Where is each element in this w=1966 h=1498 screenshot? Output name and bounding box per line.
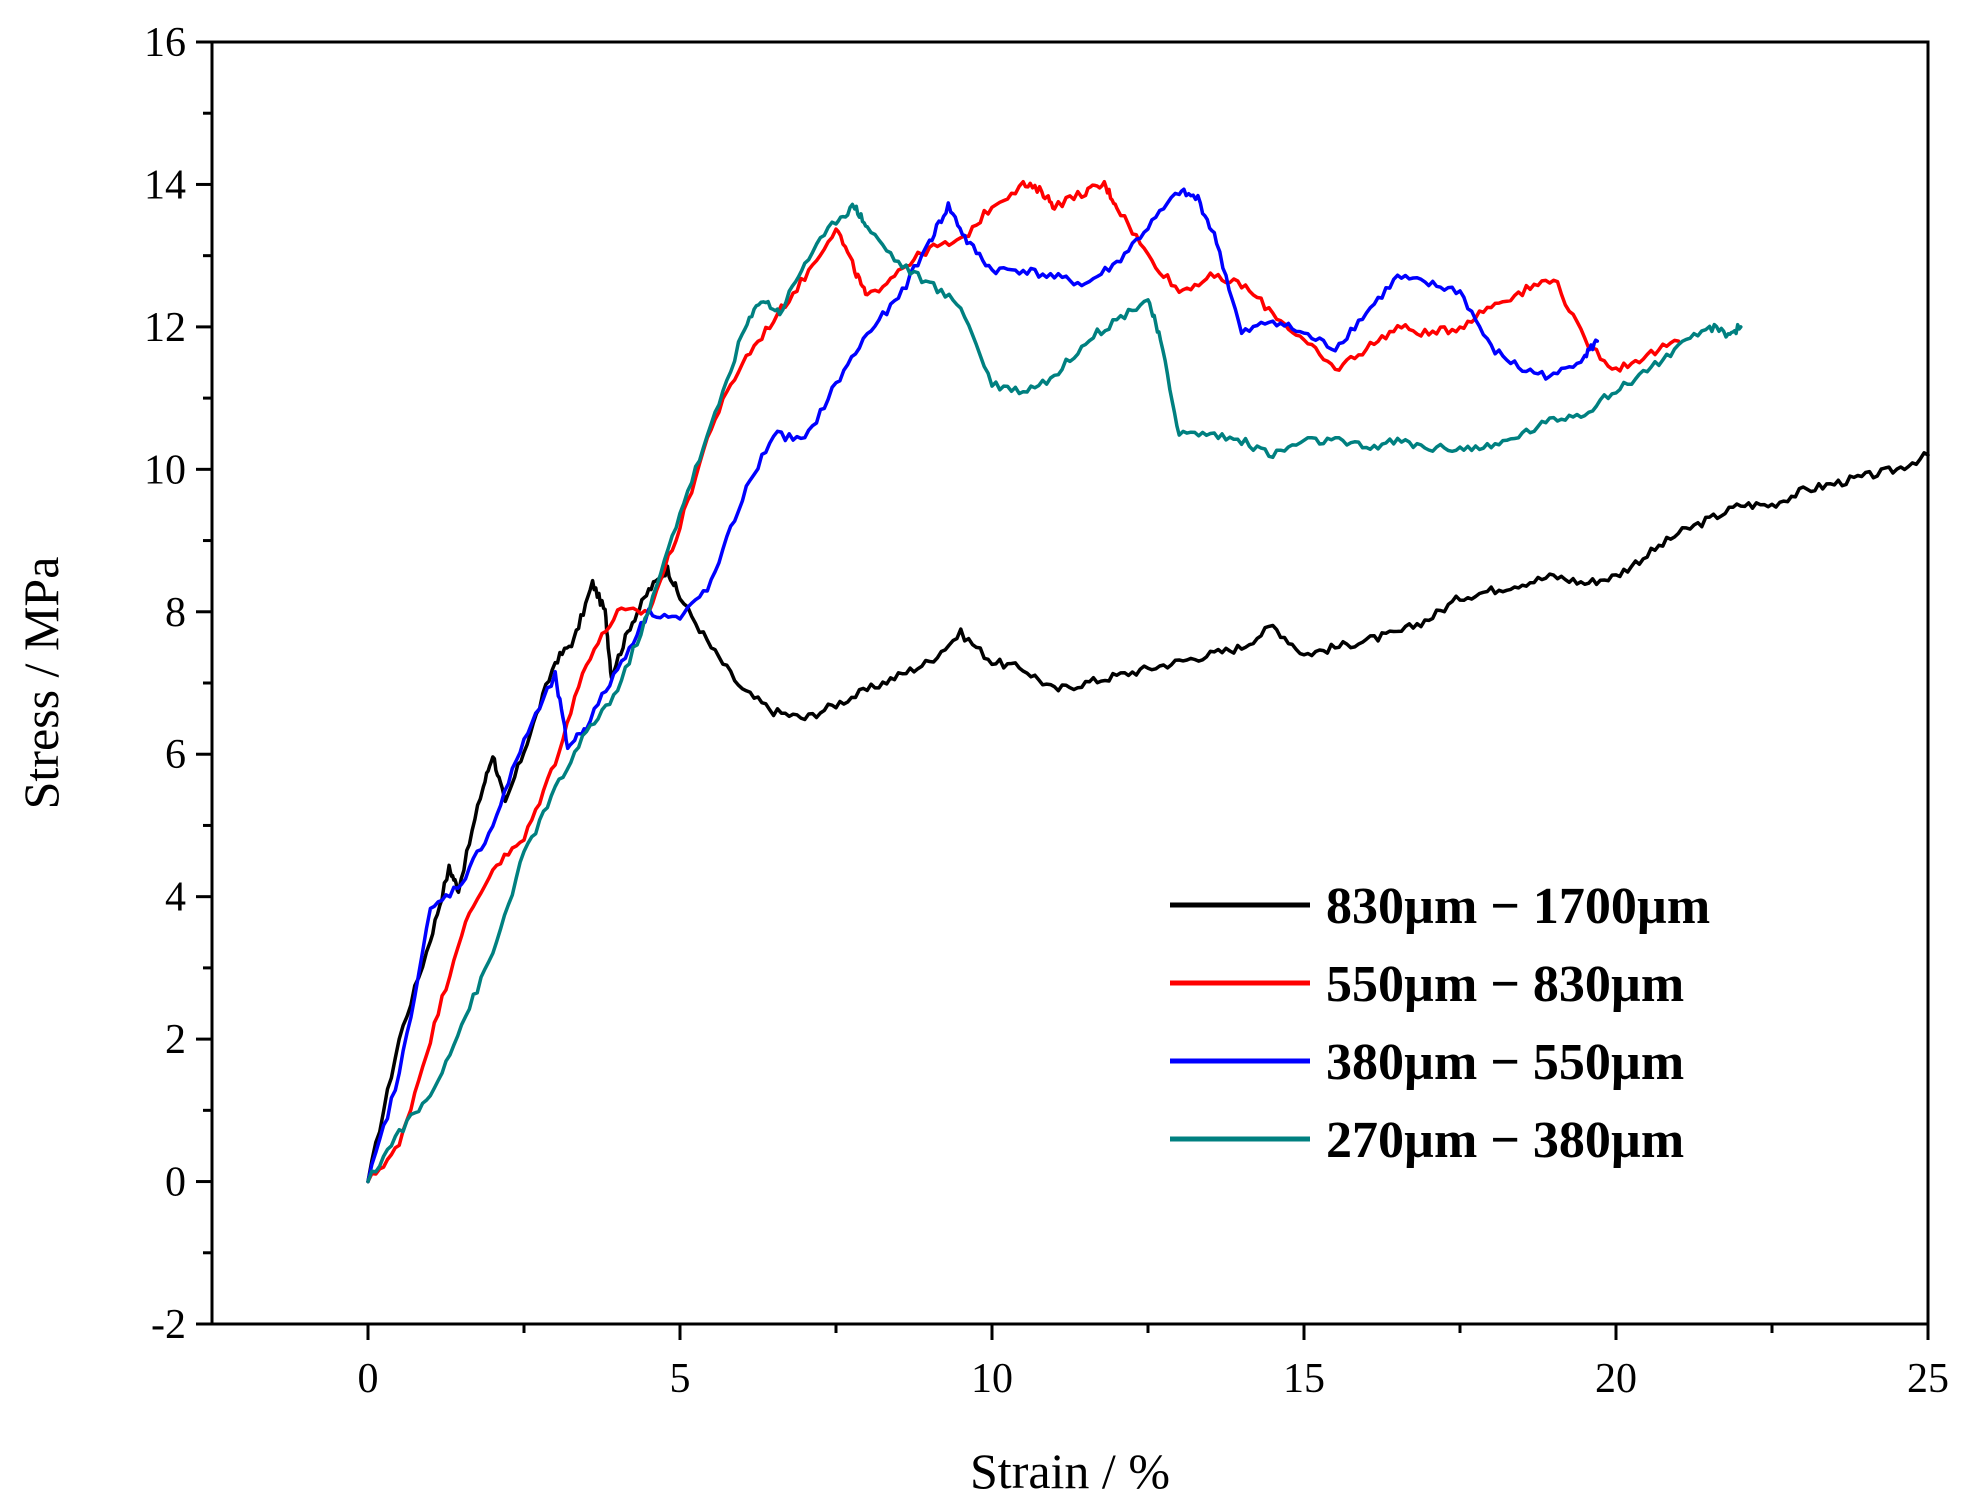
legend-label-4: 270µm − 380µm <box>1326 1112 1684 1169</box>
x-tick-label: 15 <box>1283 1356 1325 1402</box>
y-tick-label: 12 <box>144 305 186 351</box>
series-layer <box>366 179 1930 1184</box>
y-tick-label: 2 <box>165 1017 186 1063</box>
legend-label-1: 830µm − 1700µm <box>1326 878 1710 935</box>
series-line-2 <box>366 179 1681 1184</box>
legend: 830µm − 1700µm 550µm − 830µm 380µm − 550µm… <box>1170 878 1710 1169</box>
y-tick-label: 14 <box>144 162 186 208</box>
x-tick-label: 5 <box>670 1356 691 1402</box>
y-axis-title: Stress / MPa <box>13 557 69 810</box>
series-line-3 <box>366 187 1600 1184</box>
y-tick-label: -2 <box>151 1302 186 1348</box>
series-line-1 <box>366 451 1930 1184</box>
y-tick-label: 0 <box>165 1160 186 1206</box>
y-tick-label: 16 <box>144 20 186 66</box>
y-tick-label: 6 <box>165 732 186 778</box>
x-tick-label: 0 <box>358 1356 379 1402</box>
y-tick-label: 10 <box>144 447 186 493</box>
x-tick-label: 20 <box>1595 1356 1637 1402</box>
y-tick-label: 8 <box>165 590 186 636</box>
x-axis: 0 5 10 15 20 25 <box>358 1324 1949 1402</box>
x-tick-label: 25 <box>1907 1356 1949 1402</box>
y-tick-label: 4 <box>165 875 186 921</box>
x-tick-label: 10 <box>971 1356 1013 1402</box>
legend-label-3: 380µm − 550µm <box>1326 1034 1684 1091</box>
legend-label-2: 550µm − 830µm <box>1326 956 1684 1013</box>
series-line-4 <box>366 202 1743 1184</box>
x-axis-title: Strain / % <box>970 1443 1170 1498</box>
y-axis: -2 0 2 4 6 8 10 12 14 16 <box>144 20 212 1348</box>
